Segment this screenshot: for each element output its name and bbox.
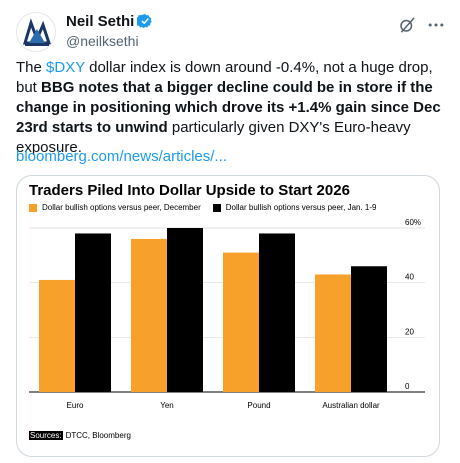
x-tick-label: Euro xyxy=(67,401,84,410)
bar-january-pound xyxy=(259,233,295,392)
legend-label-december: Dollar bullish options versus peer, Dece… xyxy=(42,203,201,212)
bar-january-euro xyxy=(75,233,111,392)
chart-image[interactable]: Traders Piled Into Dollar Upside to Star… xyxy=(16,175,440,457)
legend-item-january: Dollar bullish options versus peer, Jan.… xyxy=(212,203,377,212)
tweet-text-mid: dollar index is down around -0.4%, not a… xyxy=(16,59,433,96)
bar-december-yen xyxy=(131,238,167,392)
author-handle[interactable]: @neilksethi xyxy=(66,33,139,49)
chart-source: Sources: DTCC, Bloomberg xyxy=(29,431,131,440)
source-label: Sources: xyxy=(29,431,63,440)
more-icon[interactable] xyxy=(426,15,446,35)
y-tick-label: 60% xyxy=(405,218,421,227)
legend-label-january: Dollar bullish options versus peer, Jan.… xyxy=(225,203,377,212)
legend-swatch-january xyxy=(212,203,221,212)
y-tick-label: 20 xyxy=(405,327,414,336)
cashtag-link[interactable]: $DXY xyxy=(46,59,85,76)
verified-badge-icon xyxy=(137,14,153,29)
x-tick-label: Yen xyxy=(160,401,174,410)
tweet-text-post: particularly given DXY's Euro-heavy expo… xyxy=(16,119,411,156)
article-link[interactable]: bloomberg.com/news/articles/... xyxy=(16,148,227,165)
tweet-text-bold: BBG notes that a bigger decline could be… xyxy=(16,79,441,136)
bar-december-euro xyxy=(39,279,75,392)
grok-icon[interactable] xyxy=(398,16,416,34)
bar-december-australian-dollar xyxy=(315,274,351,392)
chart-title: Traders Piled Into Dollar Upside to Star… xyxy=(29,182,350,199)
x-tick-label: Pound xyxy=(247,401,270,410)
bar-january-yen xyxy=(167,228,203,392)
tweet-text: The $DXY dollar index is down around -0.… xyxy=(16,58,444,158)
bar-december-pound xyxy=(223,252,259,392)
y-tick-label: 40 xyxy=(405,273,414,282)
y-tick-label: 0 xyxy=(405,382,410,391)
bar-chart: 0 20 40 60% Euro Yen Pound Australian dollar xyxy=(29,218,425,410)
source-text: DTCC, Bloomberg xyxy=(65,431,131,440)
legend-swatch-december xyxy=(29,203,37,212)
avatar[interactable] xyxy=(16,12,56,52)
bar-january-australian-dollar xyxy=(351,266,387,392)
chart-legend: Dollar bullish options versus peer, Dece… xyxy=(29,203,389,212)
legend-item-december: Dollar bullish options versus peer, Dece… xyxy=(29,203,201,212)
avatar-logo-icon xyxy=(17,13,55,51)
x-tick-label: Australian dollar xyxy=(322,401,380,410)
tweet-text-pre: The xyxy=(16,59,47,76)
author-name[interactable]: Neil Sethi xyxy=(66,12,135,30)
author-row: Neil Sethi xyxy=(66,12,153,30)
